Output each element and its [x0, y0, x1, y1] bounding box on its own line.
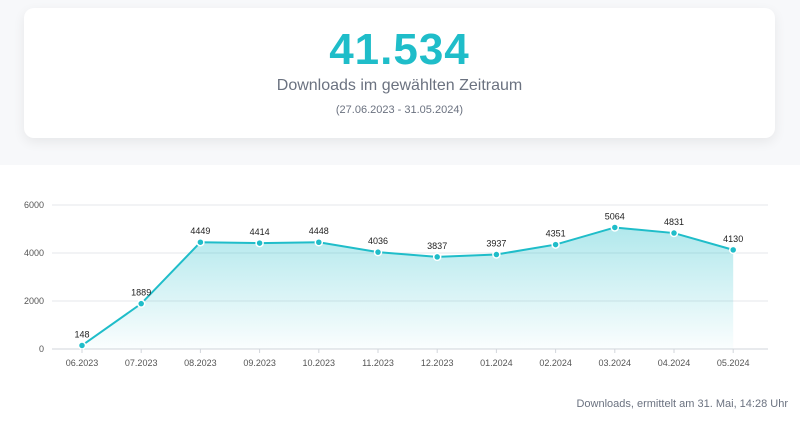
data-label: 3837	[427, 241, 447, 251]
x-tick-label: 08.2023	[184, 358, 217, 368]
downloads-chart: 0 2000 4000 6000 148 1889 4449 4414 4448 4036 383…	[24, 200, 768, 368]
data-point[interactable]	[314, 237, 324, 247]
y-tick-label: 0	[39, 344, 44, 354]
x-tick-label: 06.2023	[66, 358, 99, 368]
data-point[interactable]	[77, 341, 87, 350]
x-tick-label: 03.2024	[599, 358, 632, 368]
chart-area: 148 1889 4449 4414 4448 4036 3837 3937 4351 5064 4…	[74, 211, 743, 350]
data-label: 5064	[605, 211, 625, 221]
data-point[interactable]	[728, 245, 738, 255]
data-point[interactable]	[373, 247, 383, 257]
data-point[interactable]	[551, 240, 560, 249]
y-tick-label: 2000	[24, 296, 44, 306]
data-point[interactable]	[255, 238, 264, 248]
data-point[interactable]	[432, 252, 442, 262]
data-point[interactable]	[136, 299, 146, 308]
data-label: 4448	[309, 226, 329, 236]
x-tick-label: 10.2023	[303, 358, 336, 368]
data-label: 1889	[131, 288, 151, 298]
x-tick-label: 11.2023	[362, 358, 394, 368]
summary-card: 41.534 Downloads im gewählten Zeitraum (…	[24, 8, 775, 138]
data-point[interactable]	[669, 228, 679, 238]
total-label: Downloads im gewählten Zeitraum	[276, 77, 523, 94]
x-tick-label: 12.2023	[421, 358, 454, 368]
x-tick-label: 01.2024	[480, 358, 513, 368]
data-label: 148	[74, 329, 89, 339]
total-downloads: 41.534	[329, 25, 470, 74]
x-tick-label: 07.2023	[125, 358, 158, 368]
y-tick-label: 4000	[24, 248, 44, 258]
data-point[interactable]	[492, 250, 501, 259]
data-label: 4831	[664, 217, 684, 227]
data-label: 4351	[546, 229, 566, 239]
x-tick-label: 09.2023	[243, 358, 276, 368]
x-axis: 06.2023 07.2023 08.2023 09.2023 10.2023 11.20…	[66, 349, 750, 368]
data-point[interactable]	[610, 223, 620, 232]
data-label: 4449	[190, 226, 210, 236]
data-label: 4130	[723, 234, 743, 244]
date-range: (27.06.2023 - 31.05.2024)	[335, 104, 464, 116]
x-tick-label: 05.2024	[717, 358, 750, 368]
footer-note: Downloads, ermittelt am 31. Mai, 14:28 U…	[576, 398, 788, 410]
data-label: 4036	[368, 236, 388, 246]
data-label: 3937	[486, 239, 506, 249]
x-tick-label: 02.2024	[539, 358, 572, 368]
x-tick-label: 04.2024	[658, 358, 691, 368]
data-label: 4414	[250, 227, 270, 237]
y-tick-label: 6000	[24, 200, 44, 210]
data-point[interactable]	[196, 237, 205, 247]
